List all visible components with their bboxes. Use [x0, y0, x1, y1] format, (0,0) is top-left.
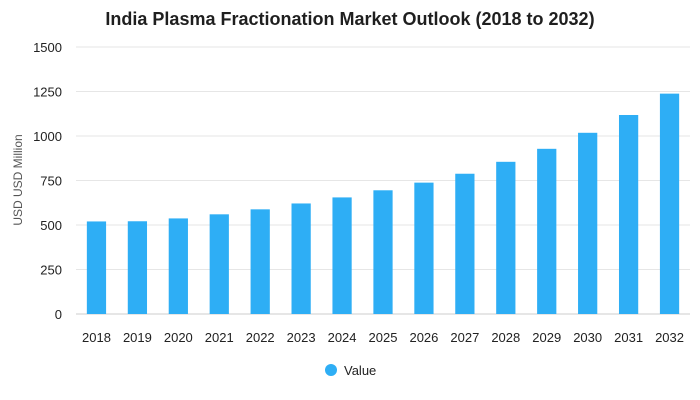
- bar-2030[interactable]: [578, 132, 598, 314]
- x-tick-label: 2019: [123, 330, 152, 345]
- chart-title: India Plasma Fractionation Market Outloo…: [105, 9, 594, 29]
- x-tick-label: 2031: [614, 330, 643, 345]
- x-tick-label: 2032: [655, 330, 684, 345]
- x-tick-label: 2027: [450, 330, 479, 345]
- x-tick-label: 2024: [328, 330, 357, 345]
- y-tick-label: 1250: [33, 85, 62, 100]
- y-tick-label: 500: [40, 218, 62, 233]
- x-tick-label: 2029: [532, 330, 561, 345]
- legend-swatch: [325, 364, 337, 376]
- y-tick-label: 0: [55, 307, 62, 322]
- y-tick-label: 1000: [33, 129, 62, 144]
- bar-2032[interactable]: [659, 93, 680, 314]
- x-tick-label: 2026: [409, 330, 438, 345]
- bar-2029[interactable]: [537, 148, 557, 314]
- bar-2020[interactable]: [168, 218, 188, 314]
- x-tick-label: 2030: [573, 330, 602, 345]
- y-tick-label: 750: [40, 174, 62, 189]
- legend[interactable]: Value: [325, 363, 376, 378]
- x-tick-label: 2025: [369, 330, 398, 345]
- bar-2022[interactable]: [250, 209, 270, 314]
- x-tick-label: 2028: [491, 330, 520, 345]
- bar-2031[interactable]: [618, 114, 639, 314]
- bar-2023[interactable]: [291, 203, 311, 314]
- bars: [86, 93, 680, 314]
- bar-2027[interactable]: [455, 173, 475, 314]
- x-tick-label: 2021: [205, 330, 234, 345]
- bar-2026[interactable]: [414, 182, 434, 314]
- bar-2028[interactable]: [496, 161, 516, 314]
- x-tick-label: 2023: [287, 330, 316, 345]
- bar-2024[interactable]: [332, 197, 352, 314]
- bar-2018[interactable]: [86, 221, 107, 314]
- y-tick-label: 250: [40, 263, 62, 278]
- bar-2025[interactable]: [373, 190, 393, 314]
- y-axis-ticks: 0 250 500 750 1000 1250 1500: [33, 40, 62, 322]
- x-tick-label: 2022: [246, 330, 275, 345]
- legend-label: Value: [344, 363, 376, 378]
- x-tick-label: 2018: [82, 330, 111, 345]
- y-tick-label: 1500: [33, 40, 62, 55]
- bar-2019[interactable]: [127, 221, 148, 314]
- y-axis-title: USD USD Million: [11, 134, 25, 225]
- x-axis-ticks: 2018 2019 2020 2021 2022 2023 2024 2025 2026 2027…: [82, 330, 684, 345]
- bar-2021[interactable]: [209, 214, 229, 314]
- x-tick-label: 2020: [164, 330, 193, 345]
